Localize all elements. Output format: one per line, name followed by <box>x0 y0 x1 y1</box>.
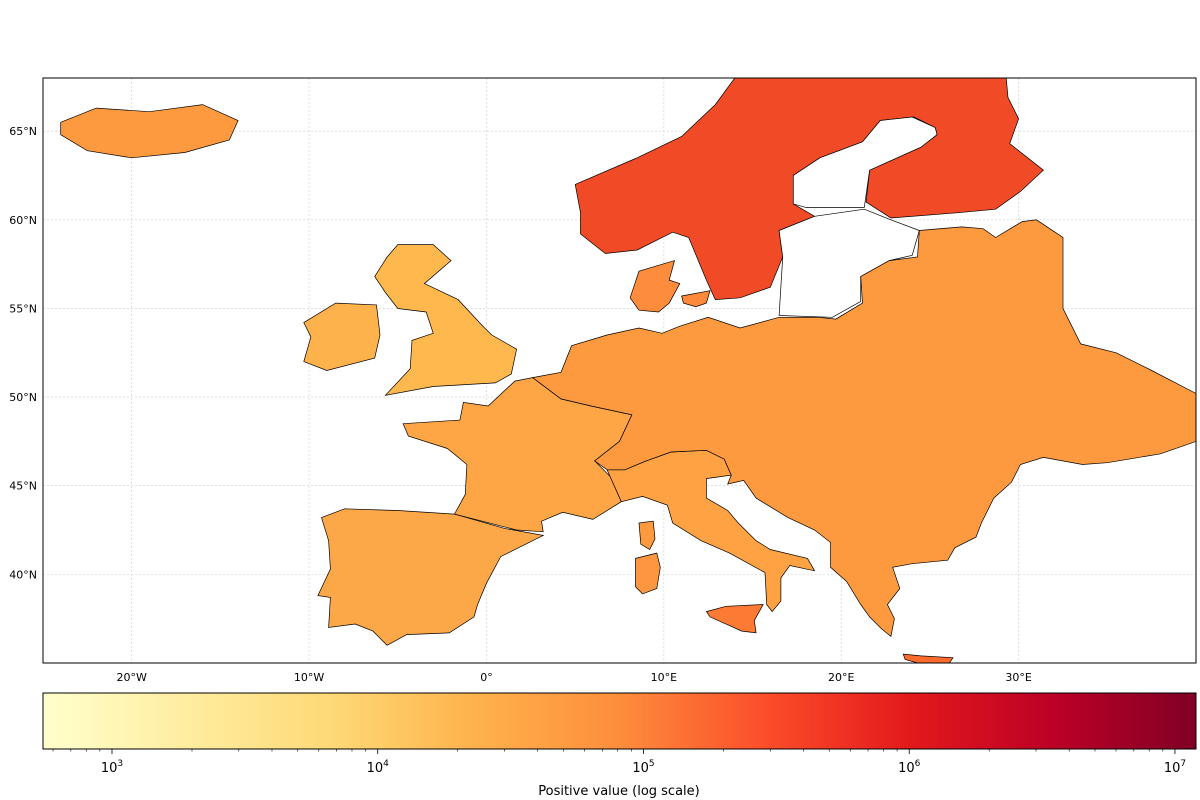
colorbar-tick-exponent: 6 <box>915 759 921 769</box>
latitude-tick-label: 65°N <box>9 125 37 138</box>
region-crete <box>902 653 954 663</box>
region-corsica <box>638 520 656 550</box>
longitude-tick-label: 20°E <box>828 671 854 684</box>
colorbar-tick-exponent: 7 <box>1180 759 1186 769</box>
latitude-tick-label: 60°N <box>9 214 37 227</box>
colorbar-tick-label: 105 <box>632 759 654 776</box>
region-denmark <box>629 260 681 313</box>
colorbar-tick-exponent: 3 <box>117 759 123 769</box>
longitude-tick-label: 10°E <box>651 671 677 684</box>
water-gulf-of-bothnia <box>792 116 938 208</box>
water-baltic-sea <box>778 208 920 318</box>
colorbar-tick-base: 10 <box>1164 761 1181 776</box>
longitude-tick-label: 10°W <box>294 671 324 684</box>
colorbar-tick-label: 103 <box>101 759 123 776</box>
region-great-britain <box>374 244 517 396</box>
colorbar-gradient <box>42 692 1197 750</box>
region-sardinia <box>635 552 661 595</box>
colorbar-label: Positive value (log scale) <box>538 784 699 799</box>
map-panel: 20°W 10°W 0° 10°E 20°E 30°E 40°N 45°N 50°N 55°N 6… <box>9 77 1197 684</box>
latitude-tick-label: 45°N <box>9 480 37 493</box>
colorbar-tick-base: 10 <box>367 761 384 776</box>
choropleth-regions <box>60 78 1196 663</box>
longitude-tick-label: 0° <box>480 671 493 684</box>
region-sicily <box>705 604 764 634</box>
water-bodies <box>778 116 938 318</box>
longitude-tick-label: 20°W <box>117 671 147 684</box>
region-zealand <box>681 290 711 308</box>
colorbar-ticks: 103 104 105 106 107 <box>52 749 1186 776</box>
colorbar-tick-base: 10 <box>898 761 915 776</box>
colorbar-tick-base: 10 <box>632 761 649 776</box>
longitude-tick-labels: 20°W 10°W 0° 10°E 20°E 30°E <box>117 671 1032 684</box>
longitude-tick-label: 30°E <box>1005 671 1031 684</box>
colorbar-tick-label: 107 <box>1164 759 1186 776</box>
latitude-tick-labels: 40°N 45°N 50°N 55°N 60°N 65°N <box>9 125 37 581</box>
colorbar-tick-label: 106 <box>898 759 921 776</box>
region-iceland <box>60 104 239 159</box>
colorbar-tick-label: 104 <box>367 759 390 776</box>
latitude-tick-label: 40°N <box>9 568 37 581</box>
map-border <box>42 77 1197 664</box>
colorbar: 103 104 105 106 107 Positive value (log scal… <box>42 692 1197 799</box>
colorbar-tick-base: 10 <box>101 761 118 776</box>
colorbar-tick-exponent: 5 <box>649 759 655 769</box>
latitude-tick-label: 55°N <box>9 302 37 315</box>
colorbar-tick-exponent: 4 <box>383 759 389 769</box>
region-iberia <box>317 508 545 646</box>
latitude-tick-label: 50°N <box>9 391 37 404</box>
region-ireland <box>303 302 381 371</box>
region-central-eastern-europe <box>531 219 1196 638</box>
